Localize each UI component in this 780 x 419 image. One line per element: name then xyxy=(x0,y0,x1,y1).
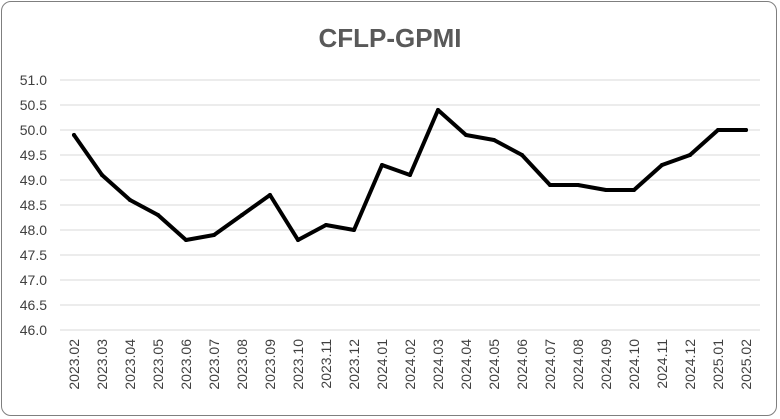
chart-title: CFLP-GPMI xyxy=(319,23,462,53)
data-point xyxy=(212,233,216,237)
y-tick-label: 49.0 xyxy=(20,172,47,188)
y-tick-label: 46.5 xyxy=(20,297,47,313)
x-tick-label: 2023.12 xyxy=(346,339,362,390)
x-tick-label: 2024.02 xyxy=(402,339,418,390)
data-point xyxy=(604,188,608,192)
x-tick-label: 2023.10 xyxy=(290,339,306,390)
x-tick-label: 2024.10 xyxy=(626,339,642,390)
data-point xyxy=(576,183,580,187)
data-point xyxy=(464,133,468,137)
data-point xyxy=(492,138,496,142)
data-point xyxy=(548,183,552,187)
y-tick-label: 48.0 xyxy=(20,222,47,238)
x-tick-label: 2025.01 xyxy=(710,339,726,390)
x-tick-label: 2024.09 xyxy=(598,339,614,390)
x-tick-label: 2023.02 xyxy=(66,339,82,390)
series-points xyxy=(72,108,748,242)
data-point xyxy=(296,238,300,242)
data-point xyxy=(72,133,76,137)
x-tick-label: 2024.06 xyxy=(514,339,530,390)
y-tick-label: 50.0 xyxy=(20,122,47,138)
data-point xyxy=(352,228,356,232)
x-tick-label: 2024.04 xyxy=(458,339,474,390)
x-tick-label: 2024.03 xyxy=(430,339,446,390)
data-point xyxy=(660,163,664,167)
y-tick-label: 47.5 xyxy=(20,247,47,263)
y-tick-label: 47.0 xyxy=(20,272,47,288)
x-tick-label: 2024.12 xyxy=(682,339,698,390)
data-point xyxy=(324,223,328,227)
x-tick-label: 2023.08 xyxy=(234,339,250,390)
data-point xyxy=(156,213,160,217)
data-point xyxy=(128,198,132,202)
y-tick-label: 48.5 xyxy=(20,197,47,213)
x-tick-label: 2024.01 xyxy=(374,339,390,390)
y-axis-ticks: 46.0 46.5 47.0 47.5 48.0 48.5 49.0 49.5 50.0 50.5… xyxy=(20,72,47,338)
data-point xyxy=(408,173,412,177)
x-tick-label: 2024.05 xyxy=(486,339,502,390)
data-point xyxy=(268,193,272,197)
x-tick-label: 2025.02 xyxy=(738,339,754,390)
x-tick-label: 2024.07 xyxy=(542,339,558,390)
x-tick-label: 2023.09 xyxy=(262,339,278,390)
data-point xyxy=(744,128,748,132)
x-tick-label: 2024.11 xyxy=(654,339,670,389)
x-tick-label: 2024.08 xyxy=(570,339,586,390)
x-axis-ticks: 2023.02 2023.03 2023.04 2023.05 2023.06 2023.… xyxy=(66,339,754,390)
y-tick-label: 46.0 xyxy=(20,322,47,338)
data-point xyxy=(100,173,104,177)
x-tick-label: 2023.03 xyxy=(94,339,110,390)
data-point xyxy=(436,108,440,112)
y-tick-label: 50.5 xyxy=(20,97,47,113)
data-point xyxy=(632,188,636,192)
y-tick-label: 51.0 xyxy=(20,72,47,88)
x-tick-label: 2023.06 xyxy=(178,339,194,390)
gridlines xyxy=(60,79,760,331)
x-tick-label: 2023.05 xyxy=(150,339,166,390)
y-tick-label: 49.5 xyxy=(20,147,47,163)
data-point xyxy=(520,153,524,157)
data-point xyxy=(240,213,244,217)
data-point xyxy=(688,153,692,157)
data-point xyxy=(716,128,720,132)
x-tick-label: 2023.07 xyxy=(206,339,222,390)
x-tick-label: 2023.04 xyxy=(122,339,138,390)
data-point xyxy=(380,163,384,167)
data-point xyxy=(184,238,188,242)
x-tick-label: 2023.11 xyxy=(318,339,334,389)
